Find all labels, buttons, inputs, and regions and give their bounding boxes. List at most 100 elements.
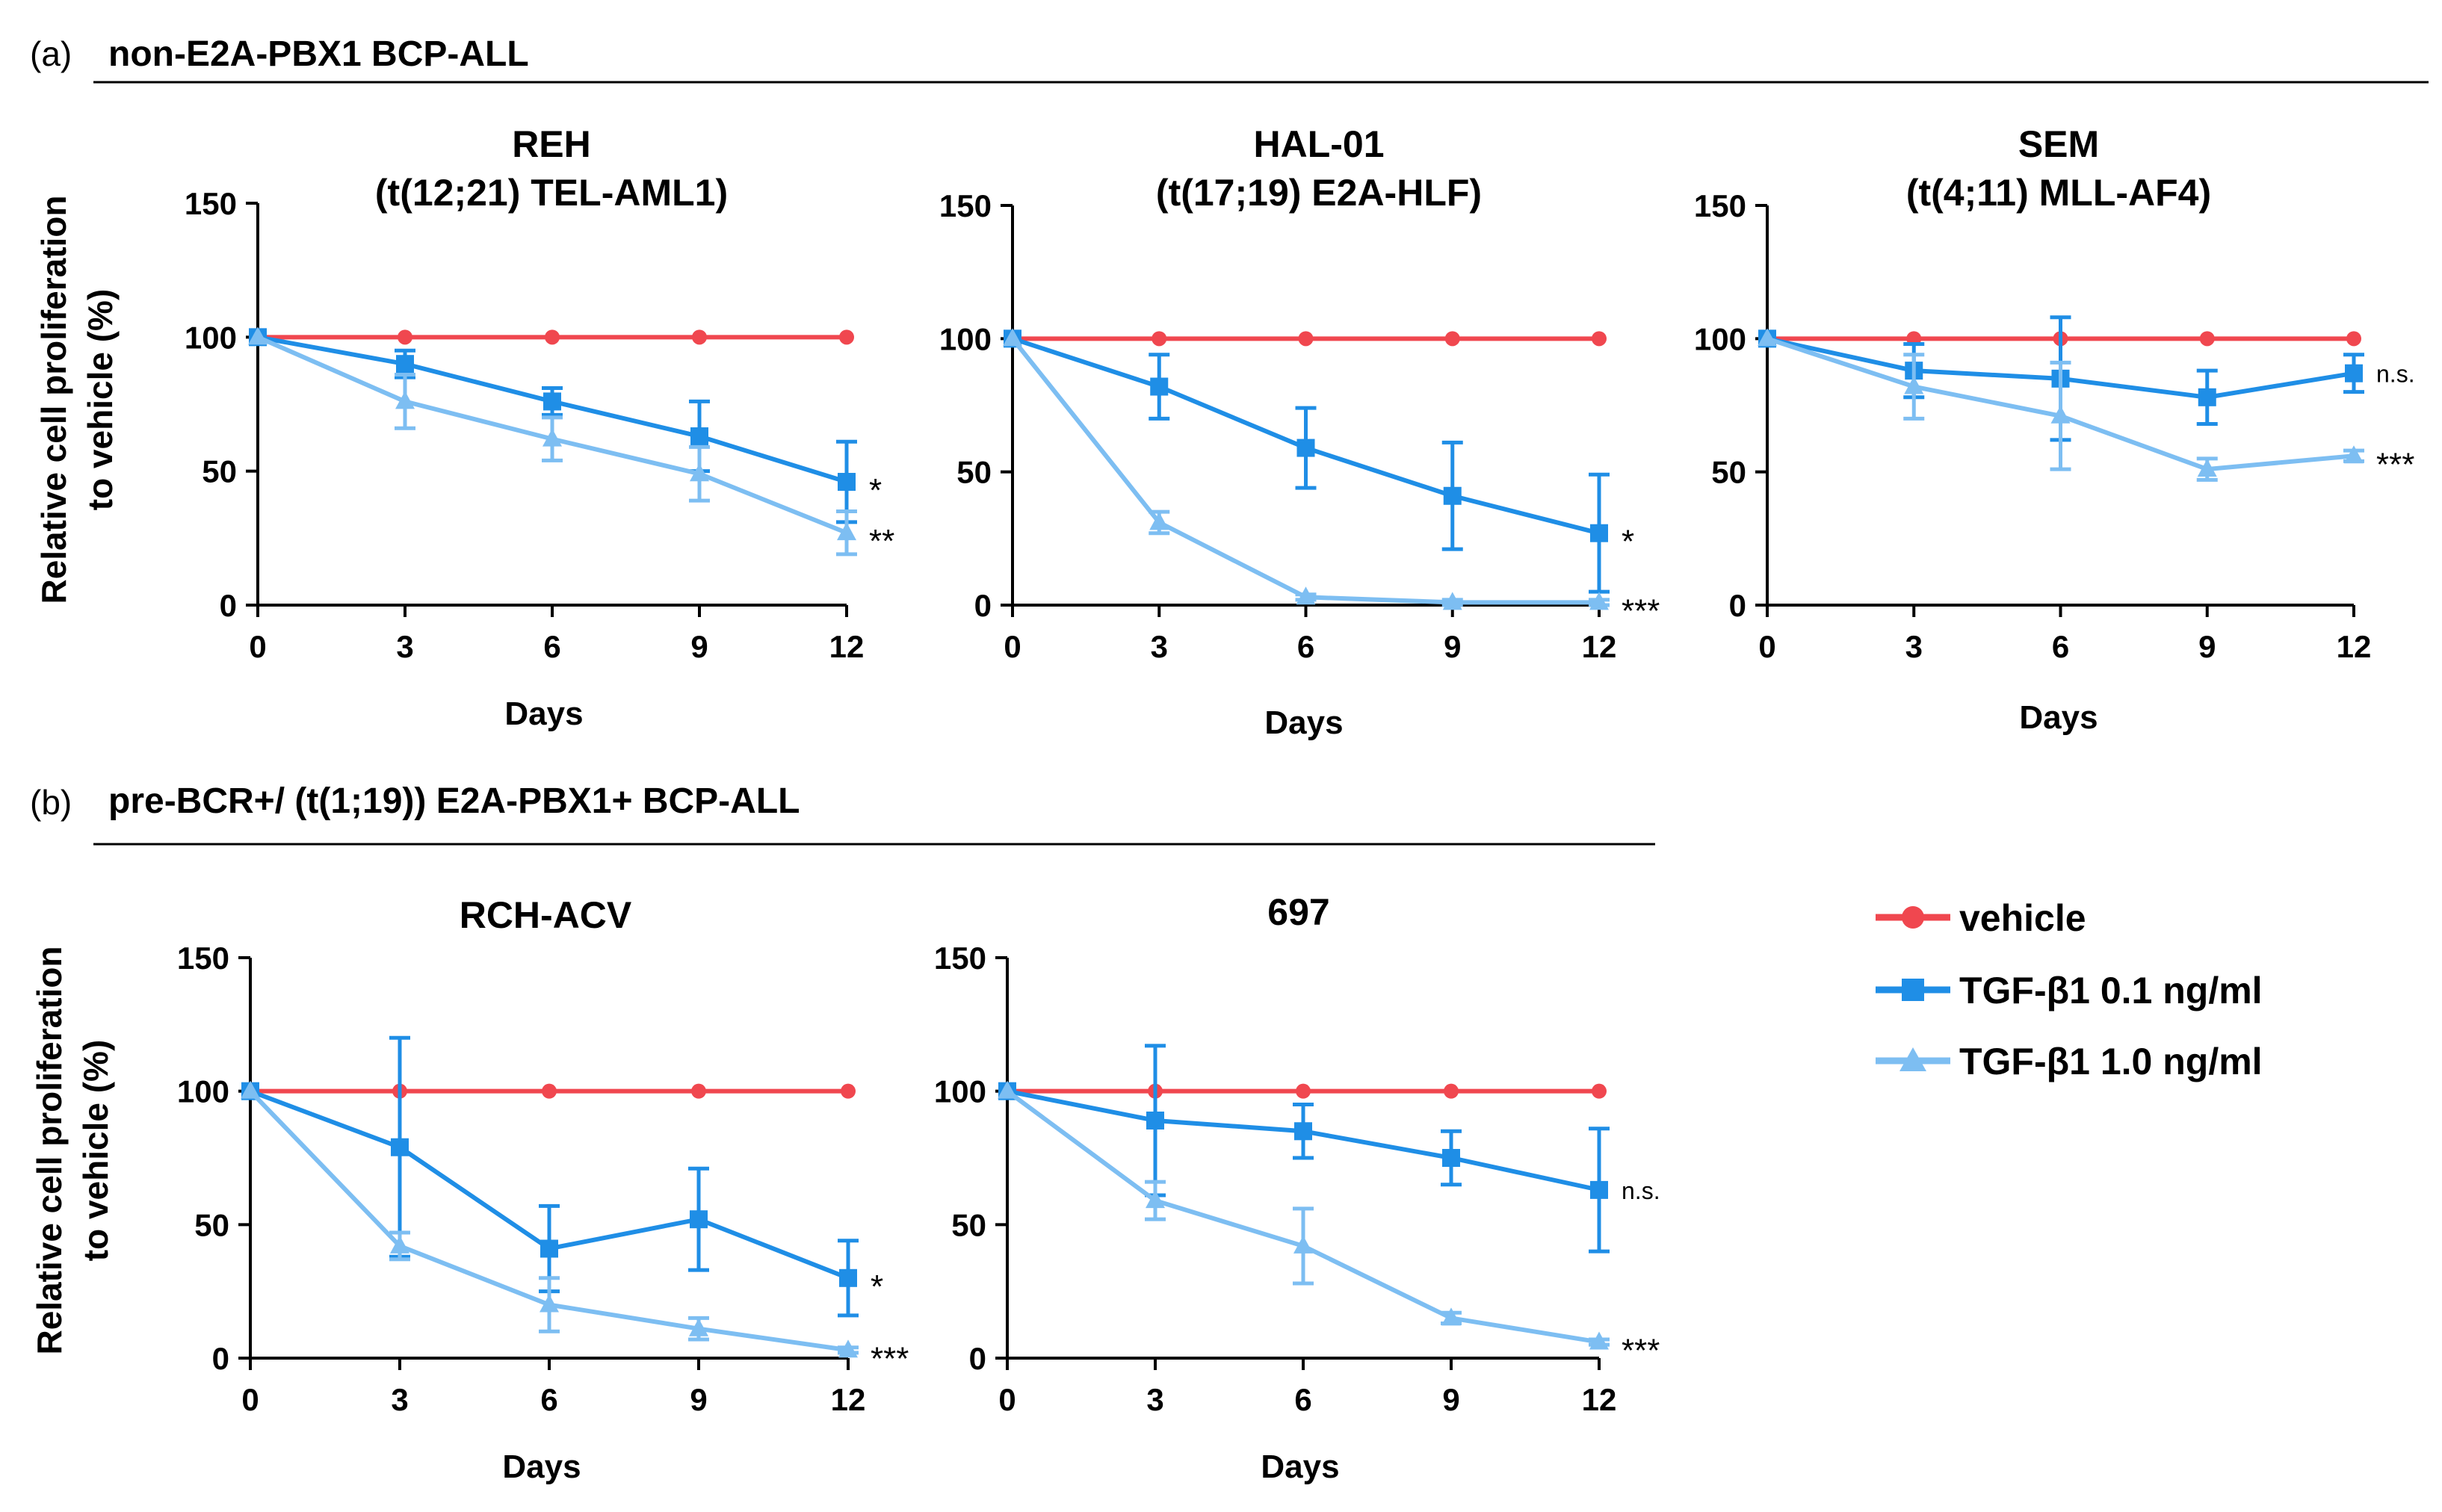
data-point [1146, 1111, 1164, 1130]
y-tick-label: 0 [220, 588, 237, 623]
significance-label: ** [869, 523, 894, 560]
data-point [2344, 445, 2364, 464]
data-point [1442, 592, 1462, 610]
chart-title: SEM [2018, 123, 2099, 165]
data-point [391, 1138, 409, 1156]
data-point [1442, 1149, 1460, 1167]
x-tick-label: 12 [1582, 629, 1617, 664]
y-tick-label: 100 [185, 320, 237, 355]
data-point [543, 428, 562, 447]
data-point [1152, 331, 1167, 347]
x-tick-label: 0 [1758, 629, 1775, 664]
section-a-tag: (a) [30, 34, 72, 73]
series-vehicle [1005, 331, 1607, 347]
x-axis-label: Days [1264, 704, 1343, 741]
x-axis-label: Days [2019, 699, 2098, 736]
data-point [1146, 1190, 1165, 1209]
x-tick-label: 9 [2198, 629, 2216, 664]
section-a-title: non-E2A-PBX1 BCP-ALL [108, 34, 529, 74]
data-point [1294, 1122, 1312, 1141]
y-tick-label: 0 [1729, 588, 1746, 623]
data-point [248, 326, 268, 345]
significance-label: *** [871, 1340, 909, 1377]
significance-label: * [869, 472, 882, 509]
y-tick-label: 100 [177, 1074, 229, 1109]
y-tick-label: 100 [934, 1074, 986, 1109]
chart-panel-sem: SEM (t(4;11) MLL-AF4) Days 0 50 100 150 0 3 6 9… [1694, 123, 2415, 736]
data-point [1758, 328, 1777, 347]
x-tick-label: 12 [1582, 1382, 1617, 1417]
y-axis-label-b-line2: to vehicle (%) [76, 1040, 115, 1262]
significance-label: n.s. [2376, 361, 2415, 388]
y-tick-label: 150 [939, 188, 992, 223]
data-point [838, 473, 856, 492]
data-point [1592, 331, 1607, 347]
significance-label: *** [1622, 1333, 1660, 1369]
x-axis-label: Days [1261, 1449, 1339, 1485]
x-tick-label: 3 [1905, 629, 1923, 664]
data-point [2198, 388, 2216, 406]
data-point [1904, 376, 1924, 394]
chart-title: RCH-ACV [460, 894, 632, 936]
series-vehicle [1000, 1083, 1607, 1099]
x-tick-label: 6 [1297, 629, 1314, 664]
legend-item-tgf-01: TGF-β1 0.1 ng/ml [1876, 970, 2263, 1011]
x-tick-label: 6 [1294, 1382, 1311, 1417]
data-point [839, 329, 854, 345]
data-point [1444, 1083, 1459, 1099]
legend-label-tgf-10: TGF-β1 1.0 ng/ml [1959, 1041, 2263, 1082]
data-point [1444, 331, 1460, 347]
section-b-title: pre-BCR+/ (t(1;19)) E2A-PBX1+ BCP-ALL [108, 781, 800, 821]
y-tick-label: 100 [1694, 321, 1746, 356]
y-tick-label: 0 [974, 588, 992, 623]
data-point [690, 1210, 708, 1229]
significance-label: * [1622, 524, 1634, 560]
series-tgf-01 [1004, 329, 1610, 594]
chart-subtitle: (t(12;21) TEL-AML1) [375, 172, 728, 214]
significance-label: *** [2376, 446, 2414, 483]
section-b-tag: (b) [30, 783, 72, 822]
y-axis-label-a-line1: Relative cell proliferation [34, 195, 73, 604]
x-tick-label: 3 [391, 1382, 408, 1417]
data-point [838, 1339, 858, 1358]
data-point [1150, 377, 1169, 396]
data-point [1296, 586, 1316, 605]
data-point [1149, 512, 1169, 530]
series-tgf-10 [248, 326, 857, 557]
chart-title: REH [512, 123, 591, 165]
significance-label: n.s. [1622, 1177, 1660, 1204]
data-point [839, 1268, 857, 1287]
data-point [841, 1083, 856, 1099]
data-point [540, 1239, 558, 1258]
data-point [1592, 1083, 1607, 1099]
data-point [545, 329, 560, 345]
data-point [1590, 524, 1608, 542]
legend-item-vehicle: vehicle [1876, 897, 2086, 939]
x-tick-label: 12 [829, 629, 865, 664]
data-point [1590, 1180, 1608, 1199]
data-point [692, 329, 707, 345]
data-point [1589, 592, 1609, 610]
y-axis-label-a-line2: to vehicle (%) [81, 289, 120, 511]
series-tgf-10 [1003, 328, 1610, 610]
data-point [998, 1080, 1017, 1099]
data-point [395, 391, 415, 409]
data-point [690, 427, 708, 446]
data-point [540, 1294, 559, 1313]
x-tick-label: 12 [831, 1382, 866, 1417]
series-tgf-01 [998, 1044, 1610, 1254]
x-tick-label: 3 [1151, 629, 1168, 664]
legend-marker-square [1902, 979, 1924, 1001]
y-tick-label: 150 [185, 186, 237, 221]
series-tgf-10 [998, 1080, 1610, 1350]
y-tick-label: 100 [939, 321, 992, 356]
data-point [241, 1080, 260, 1099]
data-point [1296, 439, 1315, 457]
legend-label-tgf-01: TGF-β1 0.1 ng/ml [1959, 970, 2263, 1011]
data-point [398, 329, 412, 345]
x-axis-label: Days [502, 1449, 581, 1485]
x-tick-label: 6 [540, 1382, 557, 1417]
data-point [1003, 328, 1022, 347]
data-point [1293, 1235, 1313, 1254]
x-tick-label: 9 [1444, 629, 1461, 664]
